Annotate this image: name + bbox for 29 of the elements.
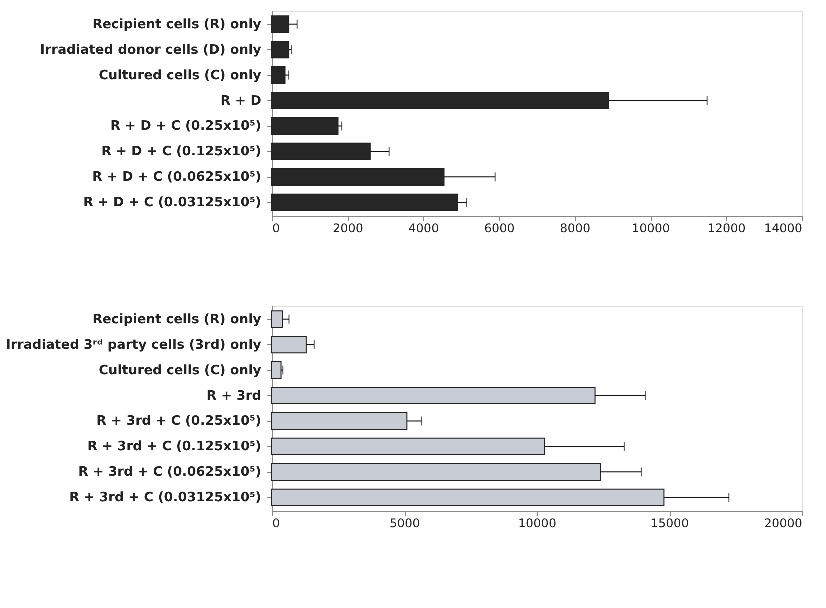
y-tick-label: Recipient cells (R) only [92, 312, 262, 328]
y-tick-label: Irradiated 3ʳᵈ party cells (3rd) only [6, 338, 262, 353]
x-tick-label: 14000 [764, 222, 802, 236]
x-tick-label: 0 [272, 516, 280, 530]
x-tick-label: 12000 [708, 222, 746, 236]
y-tick-label: R + 3rd + C (0.03125x10⁵) [70, 490, 262, 506]
y-tick-label: R + D + C (0.0625x10⁵) [92, 170, 262, 186]
y-tick-label: R + D [220, 94, 262, 109]
y-tick-label: Cultured cells (C) only [98, 68, 262, 84]
x-tick-label: 6000 [484, 222, 515, 236]
y-tick-label: R + 3rd + C (0.0625x10⁵) [78, 465, 262, 480]
y-tick-label: R + 3rd + C (0.125x10⁵) [88, 440, 262, 455]
x-tick-label: 10000 [632, 222, 670, 236]
y-tick-label: R + D + C (0.03125x10⁵) [83, 196, 262, 211]
x-tick-label: 15000 [650, 516, 690, 530]
x-tick-label: 10000 [518, 516, 557, 530]
y-tick-label: Irradiated donor cells (D) only [40, 42, 262, 58]
y-tick-label: R + 3rd [206, 388, 262, 404]
y-tick-label: Recipient cells (R) only [92, 17, 262, 32]
x-tick-label: 0 [272, 222, 280, 236]
x-tick-label: 20000 [764, 516, 802, 530]
y-tick-label: R + 3rd + C (0.25x10⁵) [96, 414, 262, 430]
y-tick-label: Cultured cells (C) only [98, 363, 262, 378]
y-tick-label: R + D + C (0.125x10⁵) [102, 144, 262, 160]
x-tick-label: 5000 [390, 516, 420, 530]
x-tick-label: 2000 [332, 222, 364, 236]
y-tick-label: R + D + C (0.25x10⁵) [110, 119, 262, 134]
x-tick-label: 8000 [560, 222, 591, 236]
x-tick-label: 4000 [408, 222, 440, 236]
